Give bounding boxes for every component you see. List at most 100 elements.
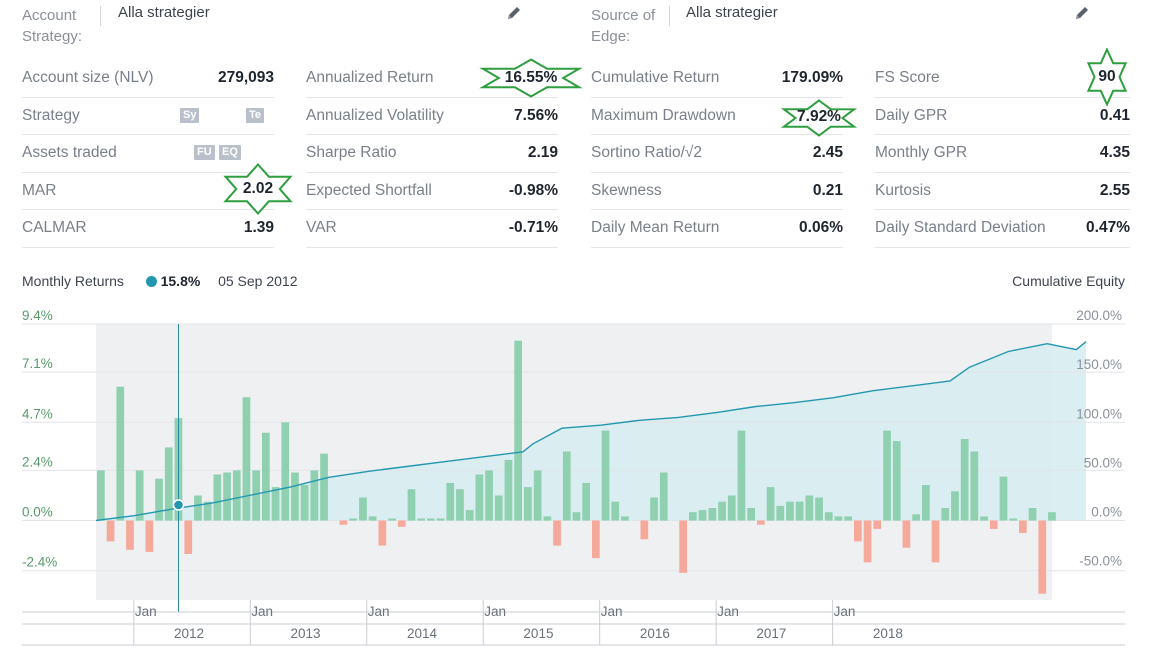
right-tick-label: 50.0% (1084, 455, 1122, 470)
metric-value: 0.47% (1086, 219, 1130, 236)
return-bar (485, 470, 493, 521)
return-bar (155, 478, 163, 521)
return-bar (786, 501, 794, 521)
tooltip-marker (172, 499, 185, 511)
left-tick-label: -2.4% (22, 555, 57, 570)
return-bar (698, 510, 707, 521)
mar-value: 2.02 (242, 180, 274, 197)
right-tick-label: 100.0% (1076, 406, 1122, 421)
highlight-star-mar: 2.02 (219, 162, 297, 216)
return-bar (1028, 508, 1037, 521)
return-bar (203, 501, 212, 521)
metric-label: Daily Mean Return (591, 219, 720, 236)
return-bar (621, 516, 629, 521)
metric-mar: MAR (22, 173, 274, 210)
metric-value: 179.09% (781, 69, 843, 86)
return-bar (262, 432, 270, 521)
metric-value: 2.19 (527, 144, 558, 161)
chart-header-left: Monthly Returns 15.8% 05 Sep 2012 (22, 273, 298, 289)
return-bar (281, 422, 290, 521)
metric-kurtosis: Kurtosis 2.55 (875, 173, 1130, 210)
return-bar (106, 520, 115, 542)
metric-sortino-ratio: Sortino Ratio/√2 2.45 (591, 135, 843, 173)
metric-value: 1.39 (243, 219, 274, 236)
metric-assets-traded: Assets traded FU EQ (22, 135, 274, 173)
month-tick-label: Jan (484, 604, 506, 619)
month-tick-label: Jan (717, 604, 739, 619)
left-tick-label: 9.4% (22, 308, 53, 323)
metric-label: Daily GPR (875, 106, 948, 124)
return-bar (417, 518, 425, 521)
return-bar (718, 501, 726, 521)
right-tick-label: -50.0% (1079, 554, 1122, 569)
return-bar (291, 472, 299, 521)
chart-title: Monthly Returns (22, 273, 124, 289)
return-bar (912, 514, 920, 521)
metrics-grid: Account size (NLV) 279,093 Strategy Sy T… (22, 60, 1130, 250)
return-bar (271, 487, 280, 521)
metric-label: Expected Shortfall (306, 181, 432, 199)
return-bar (164, 447, 173, 521)
return-bar (902, 520, 911, 548)
return-bar (494, 495, 503, 521)
month-tick-label: Jan (135, 604, 157, 619)
return-bar (601, 430, 610, 521)
return-bar (436, 518, 445, 521)
year-tick-label: 2017 (756, 626, 786, 641)
return-bar (232, 470, 241, 521)
asset-tag: FU (194, 145, 215, 160)
equity-line (95, 341, 1087, 522)
return-bar (543, 516, 552, 521)
right-tick-label: 150.0% (1076, 357, 1122, 372)
month-tick-label: Jan (368, 604, 390, 619)
pencil-icon[interactable] (1073, 4, 1091, 22)
metrics-column-4: FS Score Daily GPR 0.41 Monthly GPR 4.35… (875, 60, 1130, 248)
metric-label: Daily Standard Deviation (875, 219, 1046, 236)
return-bar (766, 487, 775, 521)
series-dot-icon (145, 276, 157, 287)
return-bar (922, 485, 930, 521)
source-of-edge-label: Source of Edge: (591, 7, 656, 45)
year-tick-label: 2015 (523, 626, 553, 641)
left-tick-label: 2.4% (22, 454, 53, 469)
month-tick-label: Jan (251, 604, 273, 619)
return-bar (824, 512, 833, 521)
metric-label: Annualized Return (306, 69, 434, 86)
month-tick-label: Jan (834, 604, 856, 619)
return-bar (727, 495, 736, 521)
fs-score-value: 90 (1098, 68, 1116, 85)
highlight-star-max-drawdown: 7.92% (777, 99, 861, 137)
return-bar (1009, 518, 1017, 521)
metric-label: Assets traded (22, 144, 117, 161)
star-outline-icon (479, 58, 583, 98)
return-bar (427, 518, 435, 521)
return-bar (475, 474, 484, 521)
source-of-edge-value[interactable]: Alla strategier (686, 4, 778, 21)
return-bar (184, 520, 193, 554)
return-bar (572, 512, 581, 521)
return-bar (844, 516, 852, 521)
return-bar (339, 520, 348, 525)
return-bar (368, 516, 377, 521)
pencil-icon[interactable] (505, 4, 523, 22)
monthly-returns-chart[interactable]: 9.4% 200.0% 7.1% 150.0% 4.7% 100.0% 2.4% 50.0% 0… (0, 300, 1156, 669)
return-bar (854, 520, 862, 542)
metric-cumulative-return: Cumulative Return 179.09% (591, 60, 843, 98)
metric-maximum-drawdown: Maximum Drawdown (591, 98, 843, 135)
highlight-star-annualized-return: 16.55% (474, 58, 588, 98)
account-strategy-value[interactable]: Alla strategier (118, 4, 210, 21)
metric-value: 0.41 (1099, 106, 1130, 124)
return-bar (397, 520, 406, 527)
return-bar (242, 397, 251, 521)
return-bar (679, 520, 687, 573)
metric-skewness: Skewness 0.21 (591, 173, 843, 210)
return-bar (611, 501, 620, 521)
metric-label: Strategy (22, 106, 80, 124)
return-bar (135, 470, 144, 521)
return-bar (834, 516, 843, 521)
metric-daily-mean-return: Daily Mean Return 0.06% (591, 210, 843, 248)
return-bar (708, 508, 717, 521)
metric-label: Kurtosis (875, 181, 931, 199)
divider (100, 6, 101, 26)
metric-daily-standard-deviation: Daily Standard Deviation 0.47% (875, 210, 1130, 248)
